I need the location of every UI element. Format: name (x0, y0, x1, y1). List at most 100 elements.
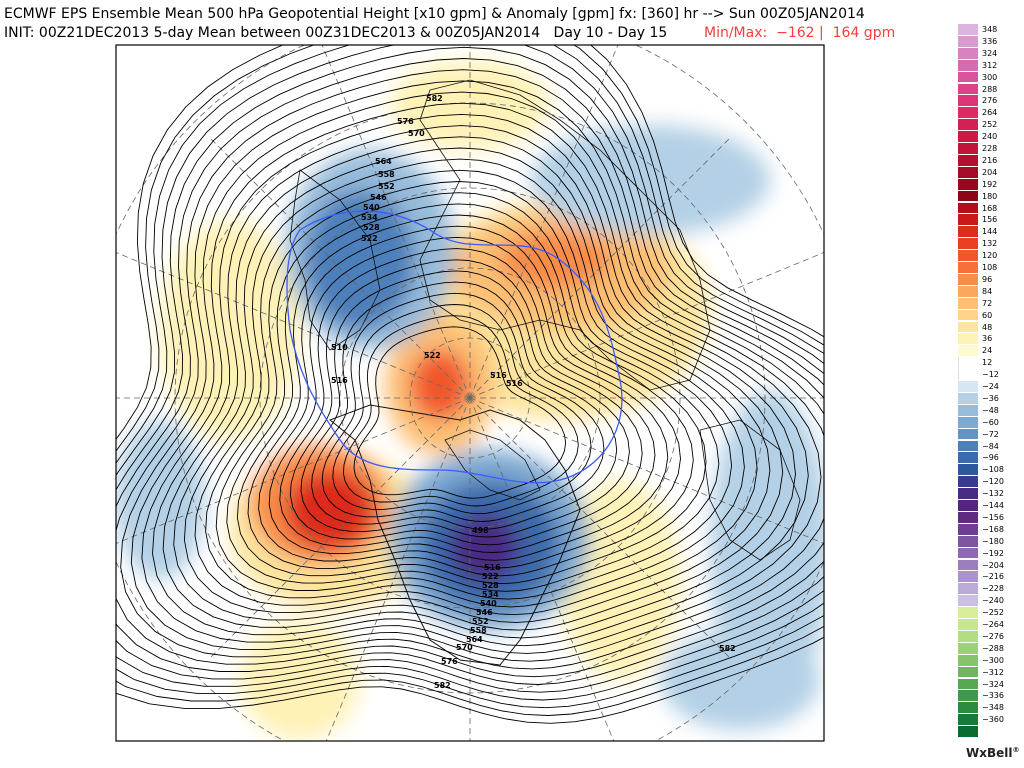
scale-label: 48 (982, 322, 993, 332)
scale-label: 288 (982, 84, 998, 94)
scale-swatch (958, 285, 978, 298)
scale-label: 144 (982, 227, 998, 237)
contour-label: 546 (476, 608, 493, 617)
scale-swatch (958, 190, 978, 203)
height-contour (300, 270, 630, 538)
logo-text: WxBell (966, 746, 1013, 760)
scale-label: 264 (982, 108, 998, 118)
contour-label: 576 (441, 657, 458, 666)
scale-label: 324 (982, 48, 998, 58)
scale-label: −228 (982, 584, 1004, 594)
scale-label: −348 (982, 703, 1004, 713)
height-contour (226, 192, 720, 592)
height-contour (130, 91, 824, 662)
scale-swatch (958, 702, 978, 715)
scale-swatch (958, 143, 978, 155)
scale-swatch (958, 642, 978, 655)
contour-label: 582 (434, 681, 451, 690)
contour-label: 546 (370, 193, 387, 202)
scale-label: −192 (982, 548, 1004, 558)
scale-label: 348 (982, 25, 998, 34)
scale-label: 36 (982, 334, 993, 344)
height-contour (152, 113, 809, 647)
scale-swatch (958, 381, 978, 393)
scale-swatch (958, 309, 978, 322)
scale-swatch (958, 273, 978, 286)
height-contour (289, 259, 643, 546)
scale-swatch (958, 428, 978, 441)
scale-swatch (958, 595, 978, 608)
scale-swatch (958, 583, 978, 596)
scale-swatch (958, 488, 978, 500)
scale-swatch (958, 250, 978, 262)
scale-swatch (958, 321, 978, 334)
scale-swatch (958, 83, 978, 96)
scale-swatch (958, 345, 978, 358)
scale-label: −252 (982, 608, 1004, 618)
scale-label: −180 (982, 536, 1004, 546)
contour-label: 540 (363, 203, 380, 212)
contour-label: 558 (378, 170, 395, 179)
scale-label: 204 (982, 167, 998, 177)
height-contour (342, 315, 579, 507)
scale-label: 24 (982, 346, 993, 356)
scale-label: −168 (982, 524, 1004, 534)
scale-label: 132 (982, 239, 998, 249)
scale-swatch (958, 297, 978, 310)
height-contour (258, 225, 681, 569)
contour-label: 522 (424, 351, 441, 360)
height-contour (116, 45, 824, 709)
scale-swatch (958, 500, 978, 512)
height-contour (116, 58, 824, 685)
scale-swatch (958, 547, 978, 560)
height-contours (116, 45, 824, 724)
blue-contour (286, 210, 623, 484)
height-contour (236, 203, 707, 585)
scale-swatch (958, 238, 978, 251)
scale-label: −360 (982, 715, 1004, 725)
scale-label: 156 (982, 215, 998, 225)
contour-label: 534 (361, 213, 378, 222)
scale-swatch (958, 678, 978, 691)
scale-swatch (958, 166, 978, 179)
scale-swatch (958, 690, 978, 703)
contour-label: 582 (426, 94, 443, 103)
height-contour (162, 125, 796, 639)
scale-swatch (958, 666, 978, 679)
scale-swatch (958, 607, 978, 619)
scale-label: −324 (982, 679, 1004, 689)
scale-label: 300 (982, 72, 998, 82)
height-contour (279, 248, 656, 553)
height-contour (116, 69, 824, 678)
contour-label: 570 (408, 129, 425, 138)
scale-label: −24 (982, 382, 999, 391)
scale-swatch (958, 59, 978, 72)
height-contour (120, 80, 824, 670)
scale-label: −60 (982, 417, 999, 427)
contour-label: 522 (361, 234, 378, 243)
scale-swatch (958, 107, 978, 120)
height-contour (311, 281, 618, 530)
height-contour (268, 236, 669, 561)
scale-label: −336 (982, 691, 1004, 701)
scale-swatch (958, 535, 978, 548)
scale-label: −84 (982, 441, 999, 451)
scale-label: 12 (982, 358, 993, 368)
scale-label: 168 (982, 203, 998, 213)
scale-swatch (958, 95, 978, 108)
scale-swatch (958, 726, 978, 738)
contour-label: 558 (470, 626, 487, 635)
scale-swatch (958, 654, 978, 667)
scale-swatch (958, 404, 978, 417)
scale-label: −108 (982, 465, 1004, 475)
contour-label: 498 (472, 526, 489, 535)
height-contour (116, 45, 824, 724)
contour-label: 564 (466, 635, 483, 644)
scale-swatch (958, 178, 978, 191)
height-contour (183, 147, 771, 623)
scale-swatch (958, 47, 978, 60)
scale-swatch (958, 464, 978, 477)
scale-swatch (958, 131, 978, 143)
contour-label: 516 (506, 379, 523, 388)
scale-label: 252 (982, 120, 998, 130)
